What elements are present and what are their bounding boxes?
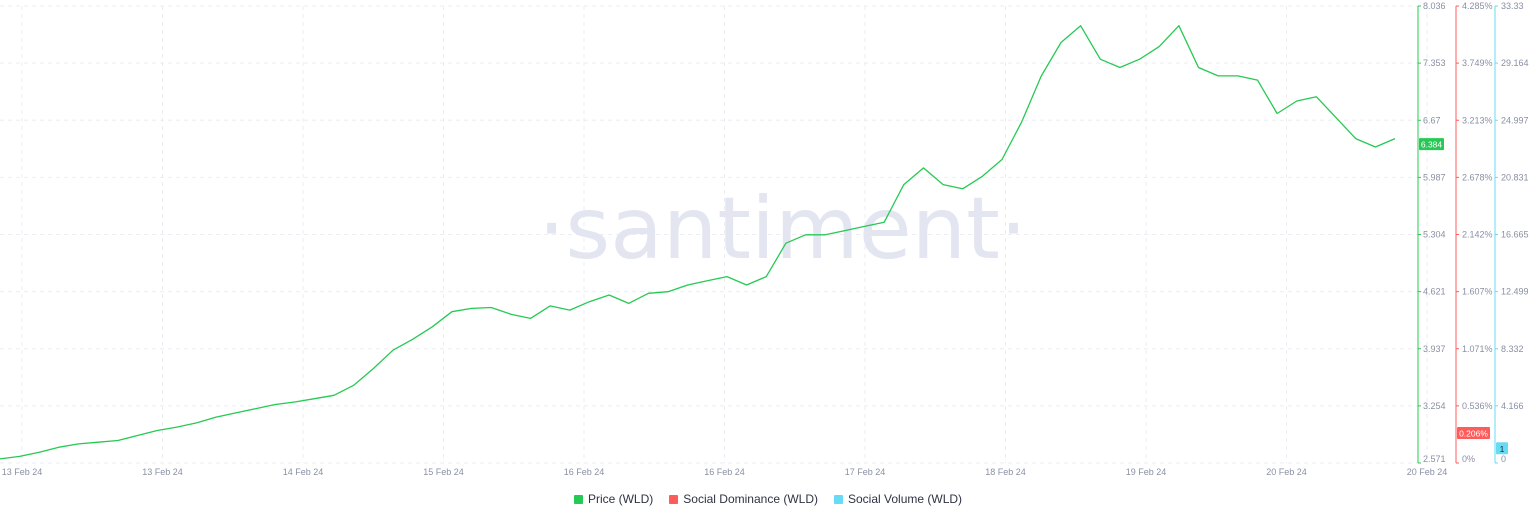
price-axis-label: 6.67 bbox=[1423, 115, 1441, 125]
social-dominance-axis-label: 1.071% bbox=[1462, 344, 1493, 354]
x-tick-label: 14 Feb 24 bbox=[283, 467, 324, 477]
series-layer bbox=[0, 25, 1396, 460]
social-volume-axis-label: 33.33 bbox=[1501, 1, 1524, 11]
x-tick-label: 13 Feb 24 bbox=[2, 467, 43, 477]
social-volume-axis-label: 8.332 bbox=[1501, 344, 1524, 354]
current-dominance-badge bbox=[1457, 427, 1490, 440]
x-tick-label: 18 Feb 24 bbox=[985, 467, 1026, 477]
legend-item-price[interactable]: Price (WLD) bbox=[573, 492, 654, 506]
chart-legend: Price (WLD) Social Dominance (WLD) Socia… bbox=[0, 492, 1536, 506]
current-volume-value: 1 bbox=[1500, 444, 1505, 454]
price-axis-label: 2.571 bbox=[1423, 454, 1446, 464]
current-price-badge bbox=[1419, 138, 1444, 151]
legend-swatch-social-dominance bbox=[669, 494, 679, 504]
social-volume-axis-label: 29.164 bbox=[1501, 58, 1529, 68]
social-dominance-axis-label: 0% bbox=[1462, 454, 1475, 464]
social-volume-axis-label: 4.166 bbox=[1501, 401, 1524, 411]
x-tick-label: 16 Feb 24 bbox=[704, 467, 745, 477]
social-volume-axis-label: 12.499 bbox=[1501, 287, 1529, 297]
social-dominance-axis-label: 2.142% bbox=[1462, 230, 1493, 240]
social-volume-axis-label: 16.665 bbox=[1501, 230, 1529, 240]
social-dominance-axis-label: 0.536% bbox=[1462, 401, 1493, 411]
price-axis-label: 5.304 bbox=[1423, 230, 1446, 240]
social-volume-axis-label: 20.831 bbox=[1501, 172, 1529, 182]
current-dominance-value: 0.206% bbox=[1459, 429, 1488, 439]
price-axis-label: 8.036 bbox=[1423, 1, 1446, 11]
legend-label-social-volume: Social Volume (WLD) bbox=[848, 492, 963, 506]
x-tick-label: 20 Feb 24 bbox=[1407, 467, 1448, 477]
price-axis-label: 7.353 bbox=[1423, 58, 1446, 68]
price-axis-label: 5.987 bbox=[1423, 172, 1446, 182]
social-dominance-axis-label: 2.678% bbox=[1462, 172, 1493, 182]
axes-layer: 13 Feb 24 13 Feb 24 14 Feb 24 15 Feb 24 16 F… bbox=[2, 1, 1529, 477]
social-dominance-axis-label: 3.213% bbox=[1462, 115, 1493, 125]
price-axis-label: 3.254 bbox=[1423, 401, 1446, 411]
legend-label-social-dominance: Social Dominance (WLD) bbox=[683, 492, 818, 506]
chart-canvas: ·santiment· 13 Feb 24 13 Feb 24 14 Feb 24 1… bbox=[0, 1, 1529, 477]
legend-swatch-social-volume bbox=[834, 494, 843, 504]
current-price-value: 6.384 bbox=[1421, 140, 1443, 150]
price-axis-label: 4.621 bbox=[1423, 287, 1446, 297]
legend-label-price: Price (WLD) bbox=[587, 492, 654, 506]
x-tick-label: 20 Feb 24 bbox=[1266, 467, 1307, 477]
social-dominance-axis-label: 4.285% bbox=[1462, 1, 1493, 11]
price-axis-label: 3.937 bbox=[1423, 344, 1446, 354]
current-volume-badge bbox=[1496, 442, 1508, 455]
social-volume-axis-label: 24.997 bbox=[1501, 115, 1529, 125]
x-tick-label: 16 Feb 24 bbox=[564, 467, 605, 477]
legend-item-social-volume[interactable]: Social Volume (WLD) bbox=[834, 492, 962, 506]
social-volume-axis-label: 0 bbox=[1501, 454, 1506, 464]
social-dominance-axis-label: 1.607% bbox=[1462, 287, 1493, 297]
x-tick-label: 17 Feb 24 bbox=[845, 467, 886, 477]
price-line bbox=[0, 25, 1396, 460]
social-dominance-axis-label: 3.749% bbox=[1462, 58, 1493, 68]
x-tick-label: 15 Feb 24 bbox=[423, 467, 464, 477]
x-tick-label: 19 Feb 24 bbox=[1126, 467, 1167, 477]
santiment-watermark: ·santiment· bbox=[538, 179, 1027, 279]
x-tick-label: 13 Feb 24 bbox=[142, 467, 183, 477]
legend-item-social-dominance[interactable]: Social Dominance (WLD) bbox=[669, 492, 818, 506]
legend-swatch-price bbox=[573, 494, 583, 504]
